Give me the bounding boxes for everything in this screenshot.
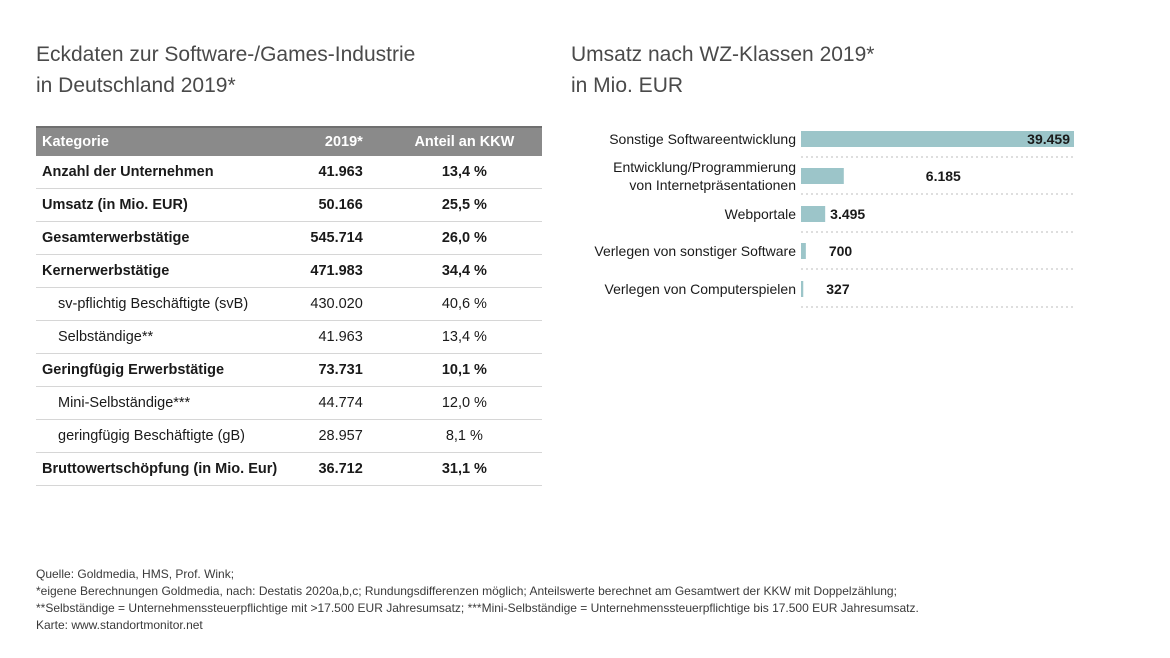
row-value-2019: 471.983	[287, 254, 387, 288]
row-value-2019: 41.963	[287, 320, 387, 354]
header-year: 2019*	[287, 126, 387, 156]
bar	[801, 243, 806, 259]
table-row: Selbständige** 41.963 13,4 %	[36, 320, 542, 354]
row-value-2019: 50.166	[287, 188, 387, 222]
table-title-line-1: Eckdaten zur Software-/Games-Industrie	[36, 43, 416, 66]
row-value-2019: 545.714	[287, 221, 387, 255]
footnote-source: Quelle: Goldmedia, HMS, Prof. Wink;	[36, 567, 235, 581]
row-value-2019: 28.957	[287, 419, 387, 453]
row-share-kkw: 13,4 %	[386, 320, 542, 354]
row-share-kkw: 13,4 %	[386, 156, 542, 189]
row-share-kkw: 12,0 %	[386, 386, 542, 420]
bar	[801, 206, 826, 222]
row-share-kkw: 25,5 %	[386, 188, 542, 222]
category-label: Sonstige Softwareentwicklung	[609, 131, 796, 147]
header-share: Anteil an KKW	[386, 126, 542, 156]
table-row: Geringfügig Erwerbstätige 73.731 10,1 %	[36, 353, 542, 387]
row-label: Selbständige**	[36, 320, 288, 354]
row-value-2019: 41.963	[287, 156, 387, 189]
kkw-data-table: Kategorie 2019* Anteil an KKW Anzahl der…	[36, 126, 542, 486]
table-row: sv-pflichtig Beschäftigte (svB) 430.020 40…	[36, 287, 542, 321]
row-share-kkw: 34,4 %	[386, 254, 542, 288]
row-share-kkw: 26,0 %	[386, 221, 542, 255]
table-row: Anzahl der Unternehmen 41.963 13,4 %	[36, 156, 542, 189]
bar	[801, 281, 804, 297]
row-label: sv-pflichtig Beschäftigte (svB)	[36, 287, 288, 321]
row-label: Kernerwerbstätige	[36, 254, 288, 288]
chart-title-line-2: in Mio. EUR	[571, 74, 684, 97]
row-label: Bruttowertschöpfung (in Mio. Eur)	[36, 452, 288, 486]
category-label: Verlegen von sonstiger Software	[594, 243, 796, 259]
row-share-kkw: 10,1 %	[386, 353, 542, 387]
header-category: Kategorie	[36, 126, 288, 156]
bar	[801, 131, 1074, 147]
table-row: Umsatz (in Mio. EUR) 50.166 25,5 %	[36, 188, 542, 222]
table-header-row: Kategorie 2019* Anteil an KKW	[36, 126, 542, 156]
table-title: Eckdaten zur Software-/Games-Industrie i…	[36, 39, 415, 101]
row-label: Anzahl der Unternehmen	[36, 156, 288, 189]
value-label: 6.185	[926, 168, 961, 184]
category-label: Webportale	[725, 206, 797, 222]
row-label: Umsatz (in Mio. EUR)	[36, 188, 288, 222]
table-row: Mini-Selbständige*** 44.774 12,0 %	[36, 386, 542, 420]
value-label: 3.495	[830, 206, 865, 222]
footnotes: Quelle: Goldmedia, HMS, Prof. Wink; *eig…	[36, 566, 919, 634]
category-label: Verlegen von Computerspielen	[605, 281, 796, 297]
row-value-2019: 430.020	[287, 287, 387, 321]
row-label: Gesamterwerbstätige	[36, 221, 288, 255]
category-label: Entwicklung/Programmierung von Internetpr…	[613, 159, 796, 193]
bar	[801, 168, 844, 184]
table-row: Gesamterwerbstätige 545.714 26,0 %	[36, 221, 542, 255]
table-row: Bruttowertschöpfung (in Mio. Eur) 36.712 3…	[36, 452, 542, 486]
table-row: geringfügig Beschäftigte (gB) 28.957 8,1 %	[36, 419, 542, 453]
value-label: 39.459	[1027, 131, 1070, 147]
row-label: Geringfügig Erwerbstätige	[36, 353, 288, 387]
footnote-calculation: *eigene Berechnungen Goldmedia, nach: De…	[36, 584, 897, 598]
value-label: 700	[829, 243, 853, 259]
row-share-kkw: 40,6 %	[386, 287, 542, 321]
row-value-2019: 73.731	[287, 353, 387, 387]
table-row: Kernerwerbstätige 471.983 34,4 %	[36, 254, 542, 288]
footnote-definitions: **Selbständige = Unternehmenssteuerpflic…	[36, 601, 919, 615]
table-body: Anzahl der Unternehmen 41.963 13,4 % Umsatz…	[36, 156, 542, 486]
row-share-kkw: 31,1 %	[386, 452, 542, 486]
row-label: geringfügig Beschäftigte (gB)	[36, 419, 288, 453]
chart-title-line-1: Umsatz nach WZ-Klassen 2019*	[571, 43, 875, 66]
row-label: Mini-Selbständige***	[36, 386, 288, 420]
revenue-bar-chart: Sonstige Softwareentwicklung 39.459 Entwic…	[594, 131, 1074, 308]
value-label: 327	[826, 281, 850, 297]
row-value-2019: 44.774	[287, 386, 387, 420]
table-title-line-2: in Deutschland 2019*	[36, 74, 236, 97]
row-share-kkw: 8,1 %	[386, 419, 542, 453]
footnote-map-link: Karte: www.standortmonitor.net	[36, 618, 203, 632]
row-value-2019: 36.712	[287, 452, 387, 486]
chart-title: Umsatz nach WZ-Klassen 2019* in Mio. EUR	[571, 39, 874, 101]
